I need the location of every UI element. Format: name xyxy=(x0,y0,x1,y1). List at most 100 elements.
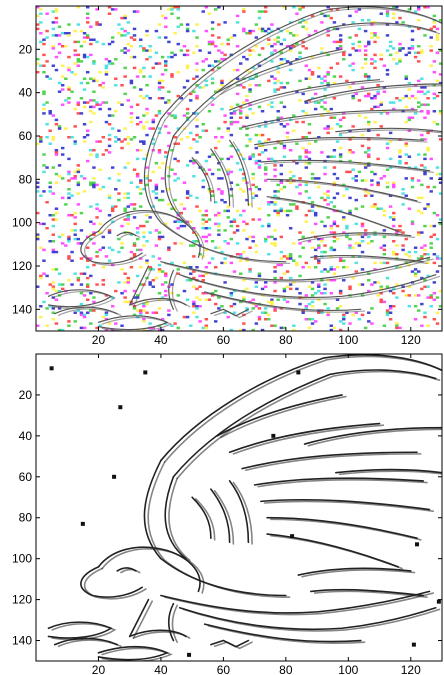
noise-pixel xyxy=(85,298,90,301)
noise-pixel xyxy=(317,101,321,104)
noise-pixel xyxy=(288,62,293,65)
noise-pixel xyxy=(117,237,121,241)
noise-pixel xyxy=(160,79,165,83)
noise-pixel xyxy=(104,311,109,314)
noise-pixel xyxy=(51,192,56,195)
noise-pixel xyxy=(207,233,212,236)
noise-pixel xyxy=(48,190,52,193)
noise-pixel xyxy=(217,6,221,9)
noise-pixel xyxy=(304,162,309,165)
noise-pixel xyxy=(101,315,106,319)
noise-pixel xyxy=(179,220,184,223)
noise-pixel xyxy=(176,294,180,297)
noise-pixel xyxy=(420,110,424,113)
noise-pixel xyxy=(423,92,427,96)
noise-pixel xyxy=(232,120,237,124)
noise-pixel xyxy=(282,287,287,291)
noise-pixel xyxy=(39,315,43,319)
noise-pixel xyxy=(67,97,71,100)
noise-pixel xyxy=(267,79,271,83)
noise-pixel xyxy=(410,107,415,111)
noise-pixel xyxy=(98,231,102,234)
noise-pixel xyxy=(98,84,102,87)
noise-pixel xyxy=(57,283,62,286)
noise-pixel xyxy=(195,62,199,65)
axes-frame xyxy=(35,353,443,662)
eagle-stroke xyxy=(311,590,423,596)
noise-pixel xyxy=(79,311,84,314)
noise-pixel xyxy=(392,58,396,61)
noise-pixel xyxy=(354,198,358,202)
noise-pixel xyxy=(60,45,65,48)
noise-pixel xyxy=(348,196,352,200)
noise-pixel xyxy=(285,300,290,304)
noise-pixel xyxy=(263,166,268,169)
noise-pixel xyxy=(51,311,56,314)
noise-pixel xyxy=(279,326,284,330)
noise-pixel xyxy=(157,328,162,331)
noise-pixel xyxy=(429,294,433,297)
noise-pixel xyxy=(51,214,56,217)
y-tick-label: 20 xyxy=(19,42,33,56)
noise-pixel xyxy=(310,55,315,59)
noise-pixel xyxy=(223,53,227,57)
noise-pixel xyxy=(382,324,387,327)
noise-pixel xyxy=(142,302,146,306)
noise-pixel xyxy=(173,220,177,223)
noise-pixel xyxy=(295,120,299,124)
noise-pixel xyxy=(323,107,327,111)
noise-pixel xyxy=(95,103,99,106)
noise-pixel xyxy=(304,77,309,80)
noise-pixel xyxy=(357,40,362,44)
noise-pixel xyxy=(89,38,93,41)
noise-pixel xyxy=(157,270,162,273)
noise-pixel xyxy=(320,311,324,314)
noise-pixel xyxy=(79,229,84,232)
noise-pixel xyxy=(192,138,196,141)
noise-pixel xyxy=(376,183,380,187)
noise-pixel xyxy=(373,32,377,35)
noise-pixel xyxy=(192,300,196,304)
noise-pixel xyxy=(260,110,265,113)
noise-pixel xyxy=(92,222,96,226)
noise-pixel xyxy=(429,224,433,228)
noise-pixel xyxy=(154,244,159,247)
noise-pixel xyxy=(392,185,396,189)
noise-pixel xyxy=(126,276,130,280)
noise-pixel xyxy=(382,300,387,304)
noise-pixel xyxy=(123,289,127,293)
noise-pixel xyxy=(379,261,383,265)
noise-pixel xyxy=(207,51,212,54)
noise-pixel xyxy=(110,62,115,65)
noise-pixel xyxy=(332,268,337,271)
noise-pixel xyxy=(310,318,315,321)
noise-pixel xyxy=(189,131,193,135)
noise-pixel xyxy=(64,244,68,247)
noise-pixel xyxy=(423,153,427,156)
noise-pixel xyxy=(410,45,415,48)
noise-pixel xyxy=(438,192,442,195)
noise-pixel xyxy=(248,188,252,191)
noise-pixel xyxy=(298,242,302,245)
noise-pixel xyxy=(204,272,209,275)
noise-pixel xyxy=(126,162,130,165)
noise-pixel xyxy=(298,177,302,180)
noise-pixel xyxy=(145,34,149,37)
noise-pixel xyxy=(101,266,106,269)
noise-pixel xyxy=(367,92,371,96)
noise-pixel xyxy=(123,281,127,284)
noise-pixel xyxy=(189,220,193,223)
noise-pixel xyxy=(45,274,49,278)
noise-pixel xyxy=(248,77,252,80)
noise-pixel xyxy=(79,175,84,178)
noise-pixel xyxy=(351,255,355,258)
noise-pixel xyxy=(157,149,162,152)
noise-pixel xyxy=(323,166,327,169)
noise-pixel xyxy=(36,14,40,18)
noise-pixel xyxy=(220,136,224,139)
noise-pixel xyxy=(348,285,352,288)
noise-pixel xyxy=(210,27,215,31)
noise-pixel xyxy=(395,6,399,9)
noise-pixel xyxy=(95,216,99,219)
noise-pixel xyxy=(239,110,243,113)
